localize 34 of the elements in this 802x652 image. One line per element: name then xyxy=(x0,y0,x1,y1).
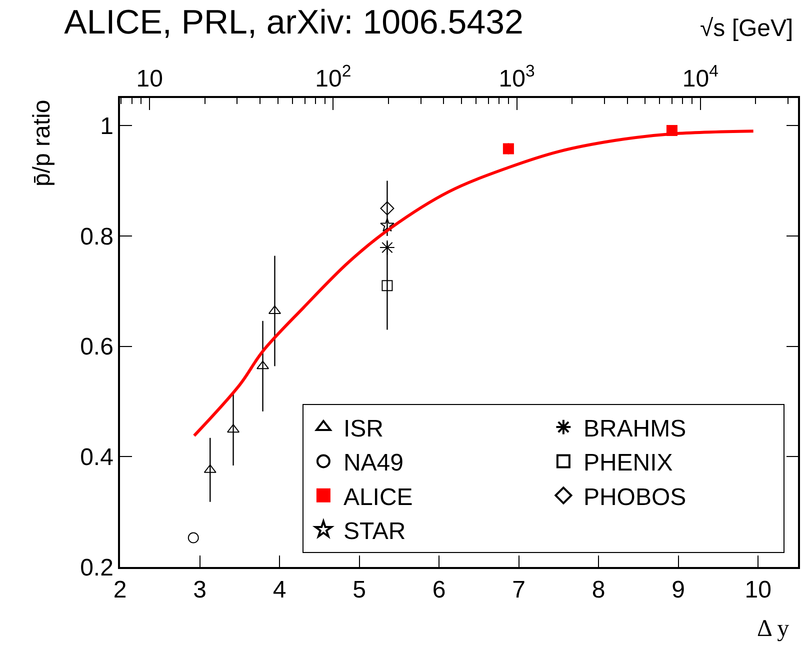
point xyxy=(380,218,394,232)
y-tick-label: 0.4 xyxy=(80,444,114,472)
legend-label: BRAHMS xyxy=(583,415,686,442)
x2-tick-label: 10$^{4}$ xyxy=(682,62,718,93)
x-tick-label: 4 xyxy=(272,576,286,604)
x-tick-label: 6 xyxy=(432,576,446,604)
legend-label: ALICE xyxy=(343,484,413,511)
x-tick-label: 10 xyxy=(744,576,772,604)
legend-label: STAR xyxy=(343,518,406,545)
point xyxy=(502,143,514,154)
x2-axis-title: √s [GeV] xyxy=(700,15,794,42)
y-tick-label: 0.8 xyxy=(80,223,114,250)
x2-tick-label: 10$^{2}$ xyxy=(315,62,352,93)
y-axis-title: p̄/p ratio xyxy=(28,100,56,187)
y-tick-label: 0.6 xyxy=(80,334,114,361)
x-tick-label: 9 xyxy=(672,576,686,604)
y-tick-label: 1 xyxy=(100,112,114,140)
point xyxy=(382,280,393,292)
legend-label: ISR xyxy=(343,415,384,442)
x-tick-label: 5 xyxy=(352,576,366,604)
chart-title: ALICE, PRL, arXiv: 1006.5432 xyxy=(64,4,524,42)
x-tick-label: 2 xyxy=(113,576,127,604)
y-tick-label: 0.2 xyxy=(80,554,114,582)
point xyxy=(380,201,394,216)
x-tick-label: 8 xyxy=(592,576,606,604)
legend-label: PHOBOS xyxy=(583,484,686,511)
x-axis-title: Δ y xyxy=(757,616,790,642)
x2-tick-label: 10 xyxy=(136,66,163,93)
x-tick-label: 3 xyxy=(193,576,206,604)
legend-label: NA49 xyxy=(343,450,404,477)
x2-tick-label: 10$^{3}$ xyxy=(498,62,535,93)
legend-label: PHENIX xyxy=(583,450,673,477)
point xyxy=(380,240,395,256)
x-tick-label: 7 xyxy=(512,576,526,604)
